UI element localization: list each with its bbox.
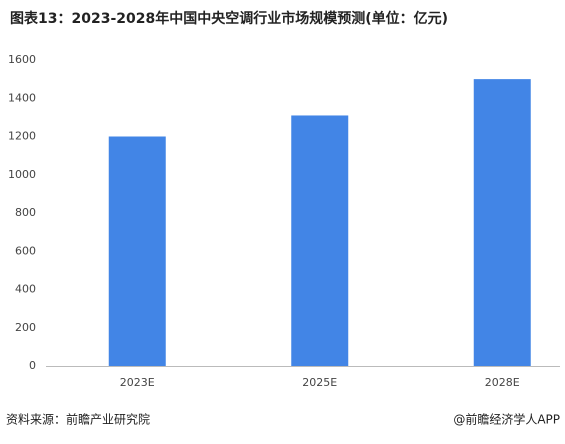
chart-title: 图表13：2023-2028年中国中央空调行业市场规模预测(单位：亿元) (10, 10, 448, 27)
y-tick-label: 1000 (8, 168, 36, 181)
y-tick-label: 1400 (8, 91, 36, 104)
y-tick-label: 400 (15, 283, 36, 296)
y-tick-label: 200 (15, 321, 36, 334)
bar (291, 115, 349, 367)
y-tick-label: 0 (29, 359, 36, 372)
y-tick-label: 600 (15, 244, 36, 257)
y-tick-label: 1200 (8, 130, 36, 143)
x-tick-label: 2025E (302, 376, 337, 389)
y-tick-label: 1600 (8, 53, 36, 66)
bar (473, 79, 531, 366)
source-note: 资料来源：前瞻产业研究院 (6, 412, 150, 427)
y-tick-label: 800 (15, 206, 36, 219)
x-tick-label: 2028E (485, 376, 520, 389)
x-tick-label: 2023E (120, 376, 155, 389)
brand-note: @前瞻经济学人APP (453, 412, 560, 427)
bar (108, 136, 166, 366)
